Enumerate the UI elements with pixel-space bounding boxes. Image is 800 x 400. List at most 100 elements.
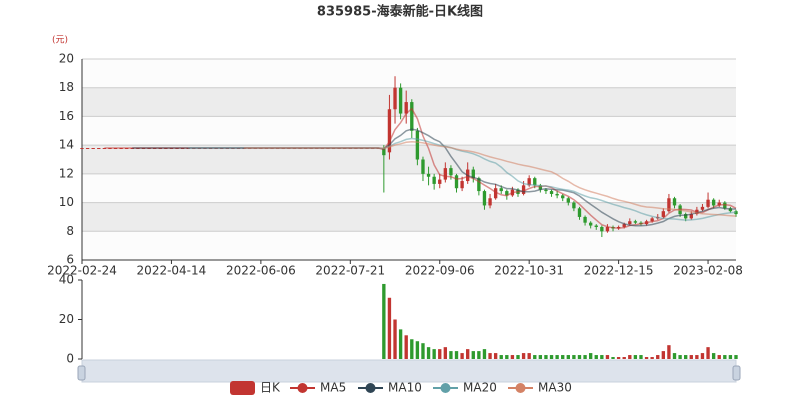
candle-body (482, 191, 487, 206)
candle-body (80, 148, 84, 150)
y-tick-label: 12 (59, 166, 74, 180)
candle-body (633, 221, 638, 223)
x-tick-label: 2022-04-14 (137, 264, 207, 278)
candle-body (460, 181, 464, 189)
candle-body (549, 191, 554, 194)
volume-bar (471, 351, 475, 359)
zoom-slider[interactable] (81, 359, 737, 383)
legend-icon (297, 383, 308, 393)
volume-bar (449, 351, 453, 359)
candle-body (600, 226, 604, 232)
volume-bar (706, 347, 710, 359)
legend-label: MA5 (320, 381, 346, 395)
volume-bar (583, 355, 587, 359)
split-area (82, 231, 736, 260)
volume-bar (477, 351, 481, 359)
candle-body (443, 168, 448, 180)
volume-bar (717, 355, 721, 359)
volume-bar (421, 343, 425, 359)
volume-bar (600, 355, 604, 359)
volume-bar (644, 357, 649, 359)
volume-bar (426, 347, 431, 359)
legend-item[interactable]: MA20 (433, 381, 497, 395)
volume-bar (572, 355, 576, 359)
volume-bar (689, 355, 693, 359)
volume-bar (454, 351, 459, 359)
volume-bar (466, 349, 470, 359)
volume-bar (711, 353, 716, 359)
y-tick-label: 18 (59, 80, 74, 94)
volume-bar (678, 355, 682, 359)
candle-body (706, 199, 710, 207)
candle-body (449, 168, 453, 176)
candle-body (650, 218, 654, 222)
y-tick-label: 10 (59, 195, 74, 209)
y2-tick-label: 20 (59, 312, 74, 326)
candle-body (622, 224, 626, 227)
legend-label: MA30 (538, 381, 572, 395)
volume-bar (616, 357, 621, 359)
legend-icon (440, 383, 451, 393)
split-area (82, 145, 736, 174)
volume-bar (382, 283, 386, 359)
volume-bar (398, 329, 403, 359)
legend-label: 日K (260, 381, 281, 395)
candle-body (499, 188, 503, 192)
candle-body (717, 202, 721, 206)
candle-body (102, 148, 107, 150)
candle-body (561, 195, 565, 199)
x-tick-label: 2023-02-08 (673, 264, 743, 278)
candle-body (577, 208, 582, 217)
volume-bar (538, 355, 543, 359)
volume-bar (438, 349, 442, 359)
legend-item[interactable]: MA5 (290, 381, 346, 395)
candle-body (421, 159, 425, 174)
plot-background (82, 58, 736, 261)
candle-body (387, 109, 392, 153)
volume-bar (488, 353, 492, 359)
candle-body (689, 214, 693, 219)
candle-body (521, 185, 526, 194)
candle-body (398, 87, 403, 114)
y-tick-label: 20 (59, 52, 74, 66)
x-tick-label: 2022-06-06 (226, 264, 296, 278)
volume-bar (387, 297, 392, 359)
candle-body (85, 148, 90, 150)
volume-bar (656, 355, 660, 359)
candle-body (493, 188, 498, 199)
volume-bar (639, 355, 643, 359)
candle-body (488, 198, 492, 206)
legend-label: MA10 (388, 381, 422, 395)
candle-body (711, 199, 716, 206)
candle-body (605, 226, 610, 232)
volume-bar (661, 351, 666, 359)
volume-bar (611, 357, 615, 359)
zoom-handle[interactable] (77, 365, 86, 381)
volume-bar (700, 353, 705, 359)
volume-bar (527, 353, 531, 359)
candle-body (566, 198, 570, 203)
volume-bar (561, 355, 565, 359)
candle-body (672, 198, 677, 206)
volume-bar (549, 355, 554, 359)
legend-item[interactable]: MA30 (508, 381, 572, 395)
volume-bar (684, 355, 688, 359)
legend-item[interactable]: MA10 (358, 381, 422, 395)
volume-bar (594, 355, 598, 359)
candle-body (684, 214, 688, 219)
volume-bar (393, 319, 397, 359)
candle-body (628, 221, 632, 225)
x-tick-label: 2022-07-21 (315, 264, 385, 278)
candle-body (583, 216, 587, 223)
y-tick-label: 16 (59, 109, 74, 123)
legend-item[interactable]: 日K (230, 381, 281, 396)
volume-bar (628, 355, 632, 359)
candle-body (538, 185, 543, 190)
legend-icon (230, 381, 255, 395)
y-tick-label: 8 (66, 224, 74, 238)
candle-body (588, 222, 593, 226)
volume-bar (499, 355, 503, 359)
volume-bar (672, 353, 677, 359)
zoom-handle[interactable] (732, 365, 741, 381)
